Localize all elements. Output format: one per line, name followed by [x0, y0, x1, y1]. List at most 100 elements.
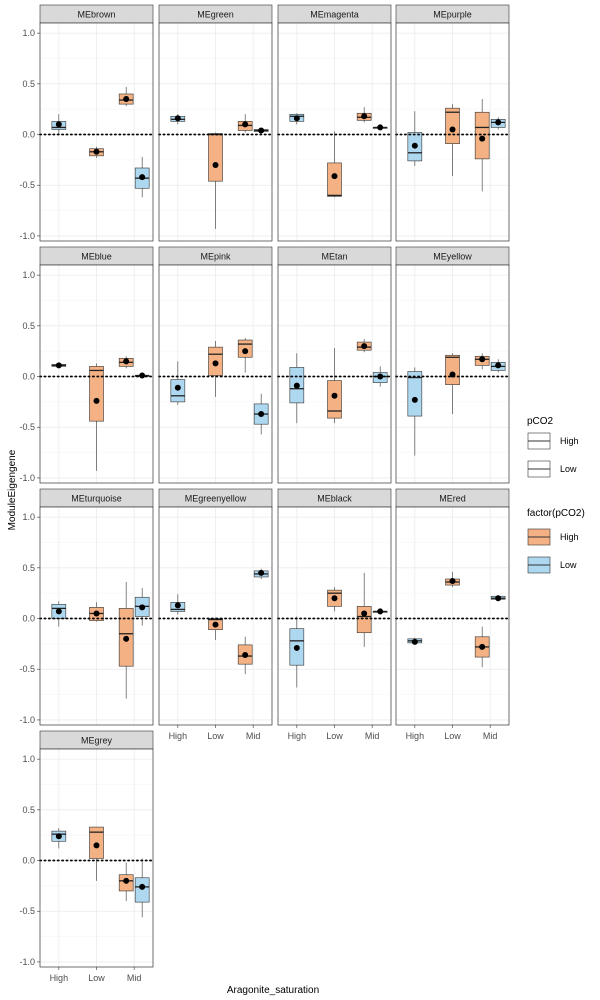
facet-panel-meturquoise: MEturquoise: [39, 488, 154, 726]
legend-key-pco2-high: [527, 432, 551, 450]
mean-point-mid-high: [123, 96, 130, 103]
facet-strip-label: MEyellow: [433, 252, 472, 262]
mean-point-mid-low: [139, 174, 146, 181]
box-iqr: [89, 366, 104, 422]
facet-strip-label: MEpurple: [433, 10, 472, 20]
facet-panel-mepink: MEpink: [158, 246, 273, 484]
panel-border: [39, 264, 154, 484]
x-tick-label: Mid: [365, 731, 380, 741]
mean-point-mid-low: [139, 372, 146, 379]
mean-point-mid-low: [377, 373, 384, 380]
legend-label-pco2-high: High: [560, 436, 579, 446]
x-tick-label: Mid: [127, 973, 142, 983]
box-metan-low-high: [327, 348, 342, 424]
y-tick-label: 1.0: [22, 28, 35, 38]
facet-strip-label: MEred: [439, 494, 466, 504]
mean-point-high-low: [293, 382, 300, 389]
box-iqr: [208, 133, 223, 182]
mean-point-mid-low: [495, 595, 502, 602]
mean-point-mid-low: [495, 119, 502, 126]
mean-point-mid-high: [479, 356, 486, 363]
legend-key-factor-high: [527, 528, 551, 546]
mean-point-mid-high: [123, 358, 130, 365]
mean-point-mid-low: [139, 883, 146, 890]
y-tick-label: 0.0: [22, 130, 35, 140]
box-mepink-high-low: [170, 361, 186, 405]
mean-point-mid-high: [479, 135, 486, 142]
y-tick-label: -1.0: [19, 715, 35, 725]
box-memagenta-low-high: [327, 131, 342, 198]
facet-strip-label: MEgreenyellow: [185, 494, 247, 504]
panel-border: [277, 22, 392, 242]
x-tick-label: Mid: [246, 731, 261, 741]
box-meblack-mid-high: [356, 572, 372, 647]
mean-point-high-low: [293, 644, 300, 651]
y-tick-label: 0.5: [22, 563, 35, 573]
mean-point-high-low: [411, 396, 418, 403]
x-tick-label: High: [50, 973, 69, 983]
panel-border: [158, 22, 273, 242]
y-tick-label: -0.5: [19, 422, 35, 432]
facet-panel-meblue: MEblue: [39, 246, 154, 484]
facet-strip-label: MEgreen: [197, 10, 234, 20]
y-tick-label: 1.0: [22, 512, 35, 522]
box-meblue-low-high: [89, 363, 104, 471]
mean-point-low-high: [449, 578, 456, 585]
box-iqr: [407, 371, 423, 417]
y-tick-label: -1.0: [19, 473, 35, 483]
box-iqr: [170, 379, 186, 403]
facet-panel-meblack: MEblack: [277, 488, 392, 726]
legend-key-factor-low: [527, 556, 551, 574]
facet-panel-mebrown: MEbrown: [39, 4, 154, 242]
mean-point-low-high: [93, 610, 100, 617]
x-axis-title: Aragonite_saturation: [227, 985, 319, 996]
mean-point-high-low: [411, 142, 418, 149]
box-iqr: [134, 877, 150, 903]
mean-point-low-high: [331, 595, 338, 602]
box-iqr: [445, 107, 460, 144]
panels-layer: MEbrown MEgreen MEmagenta MEpurple MEblue MEp…: [39, 4, 510, 968]
facet-strip-label: MEturquoise: [71, 494, 122, 504]
x-tick-label: Low: [444, 731, 461, 741]
mean-point-mid-high: [361, 113, 368, 120]
box-megrey-mid-low: [134, 858, 150, 918]
legend-title-pco2: pCO2: [527, 416, 554, 427]
y-tick-label: 0.0: [22, 614, 35, 624]
facet-panel-megreenyellow: MEgreenyellow: [158, 488, 273, 726]
mean-point-high-low: [174, 115, 181, 122]
y-tick-label: 0.5: [22, 321, 35, 331]
legend-label-factor-low: Low: [560, 560, 577, 570]
mean-point-mid-low: [377, 124, 384, 131]
axes-layer: 1.0 0.5 0.0 -0.5 -1.0 1.0 0.5 0.0 -0.5 -1.0 1.0 0.5…: [19, 28, 497, 983]
facet-panel-megrey: MEgrey: [39, 730, 154, 968]
mean-point-mid-high: [361, 343, 368, 350]
legend-label-factor-high: High: [560, 532, 579, 542]
mean-point-high-low: [55, 121, 62, 128]
facet-strip-label: MEmagenta: [310, 10, 359, 20]
mean-point-high-low: [55, 362, 62, 369]
mean-point-low-high: [449, 126, 456, 133]
box-iqr: [474, 111, 490, 160]
facet-strip-label: MEbrown: [77, 10, 115, 20]
facet-strip-label: MEpink: [200, 252, 231, 262]
facet-panel-mepurple: MEpurple: [395, 4, 510, 242]
panel-border: [158, 264, 273, 484]
x-tick-label: Low: [326, 731, 343, 741]
y-tick-label: -0.5: [19, 664, 35, 674]
mean-point-mid-high: [479, 643, 486, 650]
y-tick-label: -0.5: [19, 180, 35, 190]
mean-point-mid-high: [361, 610, 368, 617]
y-tick-label: 1.0: [22, 754, 35, 764]
legend-title-factor-pco2: factor(pCO2): [527, 508, 585, 519]
mean-point-low-high: [331, 392, 338, 399]
y-tick-label: -1.0: [19, 957, 35, 967]
panel-border: [395, 22, 510, 242]
x-tick-label: High: [406, 731, 425, 741]
box-iqr: [327, 380, 342, 419]
facet-strip-label: MEblack: [317, 494, 352, 504]
facet-panel-mered: MEred: [395, 488, 510, 726]
legend-key-pco2-low: [527, 460, 551, 478]
mean-point-high-low: [55, 608, 62, 615]
mean-point-high-low: [55, 833, 62, 840]
